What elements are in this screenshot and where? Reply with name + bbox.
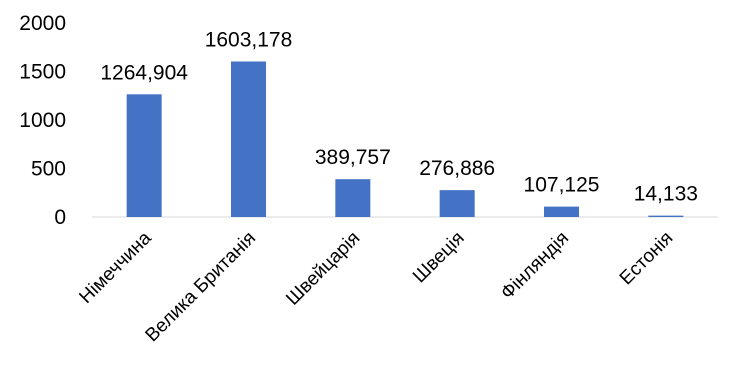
bar-data-label: 276,886 xyxy=(419,157,495,180)
bar xyxy=(335,179,371,217)
data-labels: 1264,904 1603,178 389,757 276,886 107,125 14,… xyxy=(100,28,698,205)
x-category-label: Естонія xyxy=(616,228,678,290)
y-tick-label: 0 xyxy=(54,206,66,229)
x-category-label: Швеція xyxy=(409,228,469,288)
bar xyxy=(544,206,579,217)
bar-data-label: 1603,178 xyxy=(205,28,293,51)
x-category-label: Велика Британія xyxy=(142,228,261,347)
y-tick-label: 1000 xyxy=(19,109,66,132)
bar-data-label: 14,133 xyxy=(634,183,698,206)
bar xyxy=(439,190,475,217)
bar xyxy=(231,61,266,218)
bar xyxy=(648,215,684,217)
bar-data-label: 389,757 xyxy=(315,146,391,169)
y-tick-label: 2000 xyxy=(19,12,66,35)
y-axis-ticks: 0 500 1000 1500 2000 xyxy=(19,12,66,229)
bar-data-label: 107,125 xyxy=(524,174,600,197)
x-category-label: Фінляндія xyxy=(497,228,573,304)
bar-data-label: 1264,904 xyxy=(100,61,188,84)
bars xyxy=(126,61,684,218)
x-category-label: Швейцарія xyxy=(282,228,364,310)
y-tick-label: 500 xyxy=(31,158,66,181)
y-tick-label: 1500 xyxy=(19,61,66,84)
bar xyxy=(126,94,162,217)
x-category-label: Німеччина xyxy=(76,227,157,308)
